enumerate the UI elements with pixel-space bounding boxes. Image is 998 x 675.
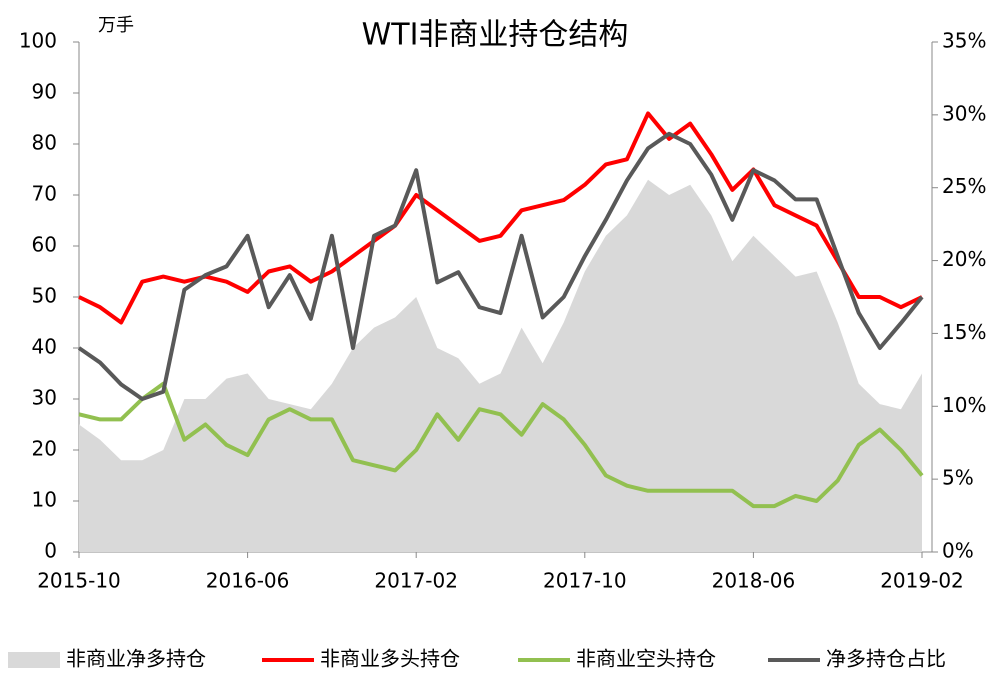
y-tick-label: 20 — [32, 437, 57, 461]
y2-tick-label: 5% — [942, 466, 974, 490]
area — [79, 179, 922, 552]
y2-tick-label: 35% — [942, 29, 986, 53]
line — [78, 381, 924, 509]
y-tick-label: 10 — [32, 488, 57, 512]
legend-label: 非商业空头持仓 — [576, 647, 716, 671]
x-tick-label: 2018-06 — [712, 569, 796, 593]
y2-tick-label: 0% — [942, 539, 974, 563]
legend-label: 非商业多头持仓 — [320, 647, 460, 671]
y-tick-label: 70 — [32, 182, 57, 206]
y2-tick-label: 30% — [942, 101, 986, 125]
y2-tick-label: 15% — [942, 320, 986, 344]
legend-label: 净多持仓占比 — [826, 647, 946, 671]
y-tick-label: 80 — [32, 131, 57, 155]
legend-label: 非商业净多持仓 — [66, 647, 206, 671]
y-tick-label: 90 — [32, 80, 57, 104]
legend-swatch — [8, 652, 60, 668]
chart-title: WTI非商业持仓结构 — [362, 18, 629, 53]
x-tick-label: 2017-10 — [543, 569, 627, 593]
y-tick-label: 0 — [44, 539, 57, 563]
x-tick-label: 2019-02 — [880, 569, 964, 593]
y2-tick-label: 10% — [942, 393, 986, 417]
line — [77, 131, 924, 401]
x-tick-label: 2015-10 — [37, 569, 121, 593]
x-tick-label: 2016-06 — [206, 569, 290, 593]
line — [78, 111, 923, 325]
y-tick-label: 40 — [32, 335, 57, 359]
y2-tick-label: 20% — [942, 247, 986, 271]
y2-tick-label: 25% — [942, 174, 986, 198]
x-tick-label: 2017-02 — [374, 569, 458, 593]
y-tick-label: 100 — [19, 29, 57, 53]
y-tick-label: 30 — [32, 386, 57, 410]
y-tick-label: 60 — [32, 233, 57, 257]
y-unit-label: 万手 — [98, 15, 134, 36]
y-tick-label: 50 — [32, 284, 57, 308]
